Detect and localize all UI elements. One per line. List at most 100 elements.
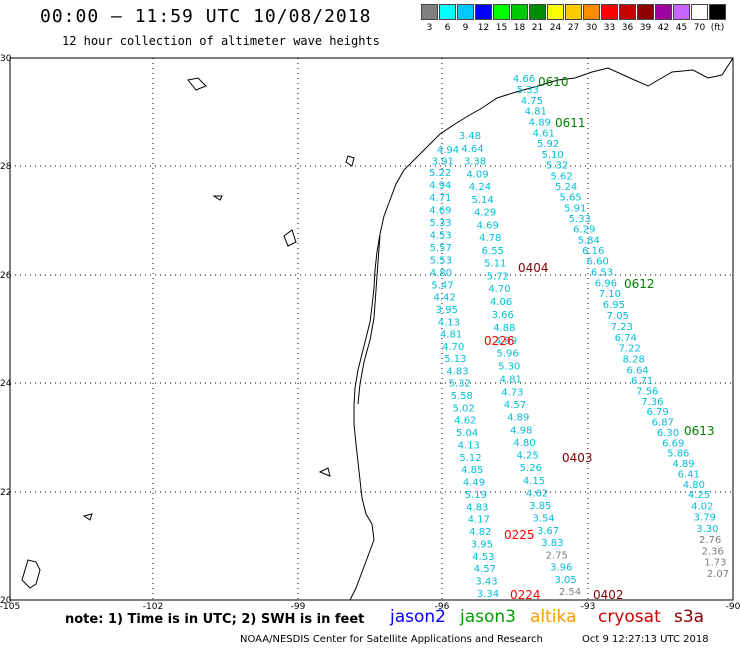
wave-height-value: 7.10 xyxy=(599,289,621,300)
wave-height-value: 6.41 xyxy=(678,469,700,480)
pass-time-label: 0610 xyxy=(538,75,569,89)
lat-lon-grid xyxy=(9,57,734,601)
wave-height-value: 5.91 xyxy=(564,203,586,214)
wave-height-value: 4.49 xyxy=(463,478,485,489)
wave-height-value: 4.64 xyxy=(461,144,483,155)
wave-height-value: 4.83 xyxy=(466,502,488,513)
wave-height-value: 6.69 xyxy=(662,438,684,449)
scale-swatch xyxy=(709,4,726,20)
wave-height-value: 4.02 xyxy=(691,501,713,512)
wave-height-value: 4.85 xyxy=(461,465,483,476)
lon-label: -90 xyxy=(726,602,740,612)
wave-height-value: 7.56 xyxy=(636,387,658,398)
coastline xyxy=(21,57,734,601)
wave-height-value: 3.96 xyxy=(550,563,572,574)
scale-label: 33 xyxy=(603,23,616,33)
lat-label: 20 xyxy=(0,596,12,606)
wave-height-value: 4.89 xyxy=(495,336,517,347)
wave-height-value: 4.17 xyxy=(468,515,490,526)
scale-label: 6 xyxy=(444,23,451,33)
wave-height-value: 4.62 xyxy=(526,488,548,499)
wave-height-value: 5.19 xyxy=(465,490,487,501)
lon-label: -105 xyxy=(0,602,20,612)
wave-height-value: 5.02 xyxy=(452,403,474,414)
scale-label: 27 xyxy=(567,23,580,33)
wave-height-value: 5.30 xyxy=(498,362,520,373)
mexico-coast-west xyxy=(21,559,41,589)
axis-labels: 30 28 26 24 22 20-105 -102 -99 -96 -93 -90 xyxy=(0,54,740,612)
wave-height-value: 4.69 xyxy=(477,220,499,231)
lat-label: 22 xyxy=(0,488,11,498)
scale-label: 36 xyxy=(621,23,634,33)
wave-height-value: 5.65 xyxy=(559,193,581,204)
scale-swatch xyxy=(457,4,474,20)
wave-height-value: 6.87 xyxy=(652,418,674,429)
wave-height-value: 5.47 xyxy=(431,280,453,291)
scale-swatch xyxy=(655,4,672,20)
scale-label: 42 xyxy=(657,23,670,33)
wave-height-value: 4.82 xyxy=(469,527,491,538)
wave-height-value: 5.96 xyxy=(496,349,518,360)
wave-height-value: 5.57 xyxy=(430,243,452,254)
wave-height-value: 4.81 xyxy=(500,375,522,386)
scale-swatch xyxy=(691,4,708,20)
wave-height-value: 5.32 xyxy=(546,161,568,172)
lon-label: -102 xyxy=(143,602,163,612)
wave-height-value: 3.34 xyxy=(477,589,499,600)
wave-height-value: 4.80 xyxy=(513,438,535,449)
inland-lake-2 xyxy=(283,229,297,247)
pass-labels: 0610 0611 0612 0613 0404 0403 0402 0226 0225 0224 xyxy=(484,75,715,602)
wave-height-value: 6.53 xyxy=(591,267,613,278)
wave-height-value: 4.71 xyxy=(429,193,451,204)
wave-height-value: 4.94 xyxy=(429,181,451,192)
wave-height-value: 4.66 xyxy=(513,74,535,85)
wave-height-value: 4.15 xyxy=(523,476,545,487)
wave-height-value: 4.81 xyxy=(440,330,462,341)
scale-swatch xyxy=(583,4,600,20)
wave-height-value: 3.48 xyxy=(459,131,481,142)
wave-height-value: 5.32 xyxy=(449,379,471,390)
wave-height-value: 4.94 xyxy=(437,145,459,156)
wave-height-value: 6.96 xyxy=(595,278,617,289)
wave-height-value: 4.83 xyxy=(446,366,468,377)
credit-text: NOAA/NESDIS Center for Satellite Applica… xyxy=(240,634,543,645)
reservoir-1 xyxy=(318,467,331,477)
wave-height-value: 4.81 xyxy=(525,107,547,118)
wave-height-value: 8.28 xyxy=(623,355,645,366)
mission-name: jason3 xyxy=(460,607,516,627)
wave-height-value: 5.33 xyxy=(569,214,591,225)
wave-height-value: 5.86 xyxy=(667,449,689,460)
wave-height-value: 2.36 xyxy=(702,546,724,557)
wave-height-value: 6.55 xyxy=(482,246,504,257)
scale-label: 3 xyxy=(426,23,433,33)
scale-swatch xyxy=(547,4,564,20)
wave-height-value: 6.16 xyxy=(582,246,604,257)
reservoir-2 xyxy=(82,513,93,521)
lat-label: 28 xyxy=(0,162,12,172)
wave-height-value: 2.07 xyxy=(707,569,729,580)
scale-label: 39 xyxy=(639,23,652,33)
inland-lake-1 xyxy=(187,77,207,91)
scale-swatch xyxy=(565,4,582,20)
wave-height-value: 6.60 xyxy=(587,257,609,268)
wave-height-value: 7.05 xyxy=(607,311,629,322)
wave-height-value: 5.53 xyxy=(430,256,452,267)
wave-height-value: 5.11 xyxy=(484,259,506,270)
wave-height-value: 5.62 xyxy=(550,171,572,182)
wave-height-value: 4.29 xyxy=(474,208,496,219)
scale-swatch xyxy=(421,4,438,20)
wave-height-value: 4.78 xyxy=(479,233,501,244)
wave-height-value: 4.13 xyxy=(438,317,460,328)
wave-height-value: 4.25 xyxy=(516,451,538,462)
pass-time-label: 0402 xyxy=(593,588,624,602)
wave-height-value: 5.10 xyxy=(541,150,563,161)
wave-height-value: 5.14 xyxy=(471,195,493,206)
lat-label: 30 xyxy=(0,54,12,64)
wave-height-value: 4.70 xyxy=(488,284,510,295)
wave-height-value: 4.98 xyxy=(510,425,532,436)
wave-height-value: 3.38 xyxy=(464,157,486,168)
mission-name: cryosat xyxy=(598,607,661,627)
wave-height-value: 5.12 xyxy=(459,453,481,464)
inland-lake-3 xyxy=(345,155,355,167)
